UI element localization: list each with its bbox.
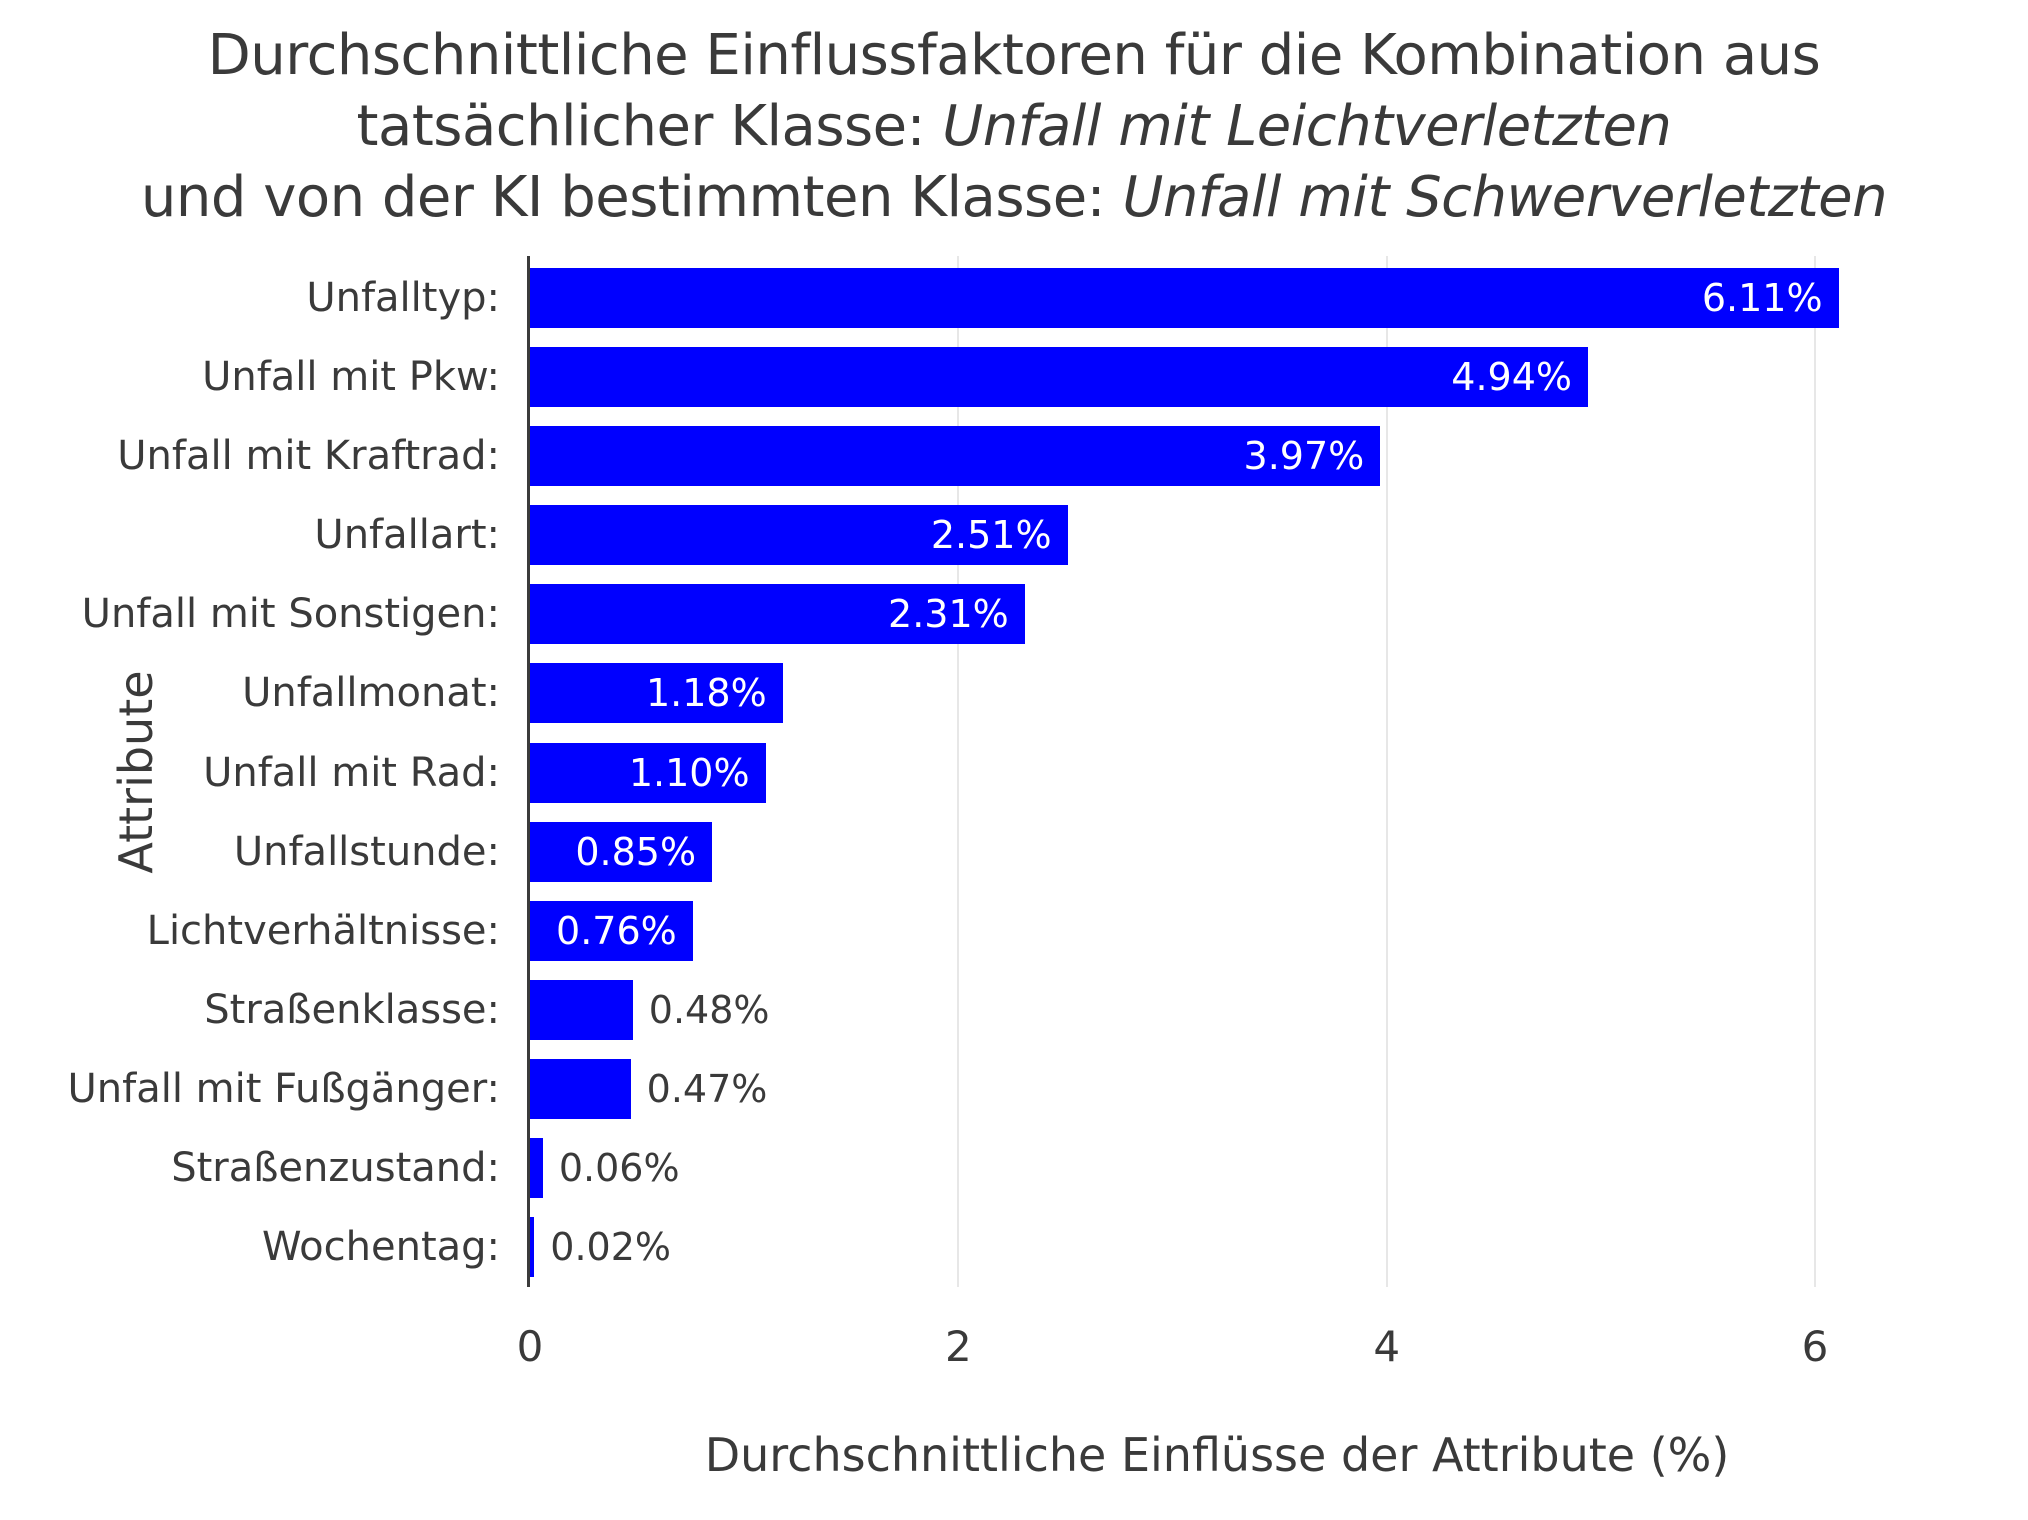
gridline-x-2 (957, 256, 960, 1287)
x-tick-label-0: 0 (516, 1322, 544, 1371)
category-label: Unfall mit Kraftrad: (117, 432, 500, 479)
bar-track: 3.97% (530, 425, 1905, 486)
bar-value-label: 0.06% (558, 1146, 680, 1191)
category-label: Unfall mit Rad: (203, 749, 500, 796)
bar-rows: Unfalltyp: 6.11% Unfall mit Pkw: 4.94% Unfal… (0, 258, 1905, 1287)
chart-title-line-3: und von der KI bestimmten Klasse: Unfall… (140, 165, 1888, 230)
bar-track: 1.10% (530, 742, 1905, 803)
bar-track: 1.18% (530, 663, 1905, 724)
bar-value-label: 1.10% (628, 750, 750, 795)
bar-track: 0.47% (530, 1059, 1905, 1120)
bar: 2.51% (530, 505, 1068, 566)
bar-track: 0.48% (530, 979, 1905, 1040)
gridline-x-4 (1385, 256, 1388, 1287)
bar: 0.76% (530, 900, 693, 961)
bar-value-label: 6.11% (1701, 275, 1823, 320)
bar-value-label: 0.47% (646, 1067, 768, 1112)
bar-row: Unfall mit Kraftrad: 3.97% (0, 416, 1905, 495)
bar-row: Wochentag: 0.02% (0, 1208, 1905, 1287)
bar: 4.94% (530, 346, 1589, 407)
bar-row: Straßenklasse: 0.48% (0, 970, 1905, 1049)
bar-track: 0.76% (530, 900, 1905, 961)
chart-title: Durchschnittliche Einflussfaktoren für d… (0, 20, 2028, 233)
bar-track: 2.51% (530, 505, 1905, 566)
bar: 0.85% (530, 821, 713, 882)
bar (530, 1217, 535, 1278)
category-label: Straßenzustand: (171, 1145, 500, 1192)
x-axis-ticks: 0 2 4 6 (517, 1322, 1905, 1382)
bar-value-label: 1.18% (646, 671, 767, 716)
bar-track: 2.31% (530, 584, 1905, 645)
category-label: Wochentag: (261, 1224, 500, 1271)
category-label: Unfall mit Sonstigen: (81, 591, 500, 638)
bar-track: 0.02% (530, 1217, 1905, 1278)
bar-row: Unfall mit Fußgänger: 0.47% (0, 1050, 1905, 1129)
bar-track: 6.11% (530, 267, 1905, 328)
bar-row: Unfallart: 2.51% (0, 495, 1905, 574)
gridline-x-6 (1814, 256, 1817, 1287)
bar-row: Unfalltyp: 6.11% (0, 258, 1905, 337)
category-label: Unfallart: (314, 512, 500, 559)
bar (530, 979, 633, 1040)
bar-value-label: 0.85% (575, 829, 697, 874)
chart-title-line-1: Durchschnittliche Einflussfaktoren für d… (207, 23, 1821, 88)
x-tick-label-2: 2 (944, 1322, 972, 1371)
bar-value-label: 0.48% (648, 987, 770, 1032)
y-axis-line (527, 256, 530, 1287)
category-label: Unfallmonat: (242, 670, 500, 717)
bar-value-label: 2.51% (930, 513, 1052, 558)
bar-row: Unfallmonat: 1.18% (0, 654, 1905, 733)
x-tick-label-4: 4 (1373, 1322, 1401, 1371)
bar: 3.97% (530, 425, 1381, 486)
category-label: Lichtverhältnisse: (146, 907, 500, 954)
bar-value-label: 4.94% (1451, 354, 1573, 399)
x-axis-title: Durchschnittliche Einflüsse der Attribut… (704, 1428, 1730, 1482)
category-label: Unfallstunde: (233, 828, 500, 875)
bar-track: 0.85% (530, 821, 1905, 882)
bar (530, 1138, 543, 1199)
bar-row: Straßenzustand: 0.06% (0, 1129, 1905, 1208)
bar (530, 1059, 631, 1120)
bar-row: Unfallstunde: 0.85% (0, 812, 1905, 891)
bar-value-label: 3.97% (1243, 433, 1365, 478)
bar-value-label: 0.76% (556, 908, 677, 953)
chart-title-line-2: tatsächlicher Klasse: Unfall mit Leichtv… (356, 94, 1672, 159)
category-label: Unfall mit Pkw: (202, 353, 500, 400)
bar-row: Unfall mit Sonstigen: 2.31% (0, 575, 1905, 654)
bar-track: 0.06% (530, 1138, 1905, 1199)
category-label: Unfalltyp: (306, 274, 500, 321)
bar-value-label: 0.02% (550, 1225, 671, 1270)
category-label: Straßenklasse: (204, 986, 500, 1033)
category-label: Unfall mit Fußgänger: (67, 1066, 500, 1113)
bar: 1.10% (530, 742, 766, 803)
bar-track: 4.94% (530, 346, 1905, 407)
x-tick-label-6: 6 (1801, 1322, 1829, 1371)
gridlines (530, 256, 1905, 1287)
bar: 2.31% (530, 584, 1025, 645)
bar-value-label: 2.31% (888, 592, 1009, 637)
bar-row: Lichtverhältnisse: 0.76% (0, 891, 1905, 970)
bar-row: Unfall mit Pkw: 4.94% (0, 337, 1905, 416)
bar: 6.11% (530, 267, 1839, 328)
bar: 1.18% (530, 663, 783, 724)
bar-row: Unfall mit Rad: 1.10% (0, 733, 1905, 812)
